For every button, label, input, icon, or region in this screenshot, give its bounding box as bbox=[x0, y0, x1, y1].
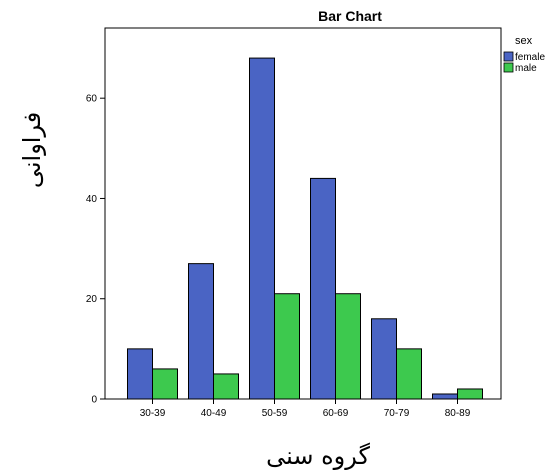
chart-title: Bar Chart bbox=[318, 8, 382, 24]
bar-male-60-69 bbox=[335, 293, 361, 400]
bar-female-80-89 bbox=[432, 393, 458, 400]
plot-area-frame bbox=[104, 27, 502, 400]
bar-female-70-79 bbox=[371, 318, 397, 400]
bar-female-40-49 bbox=[188, 263, 214, 400]
bar-male-50-59 bbox=[274, 293, 300, 400]
y-axis: 0 20 40 60 bbox=[86, 94, 105, 406]
legend-swatch-female bbox=[503, 51, 514, 62]
y-axis-label: فراوانی bbox=[18, 112, 46, 188]
x-tick-label: 30-39 bbox=[140, 408, 166, 419]
legend-title: sex bbox=[515, 35, 533, 47]
x-tick-label: 60-69 bbox=[323, 408, 349, 419]
legend-label-female: female bbox=[515, 52, 545, 63]
legend-swatch-male bbox=[503, 62, 514, 73]
x-tick-label: 40-49 bbox=[201, 408, 227, 419]
y-tick-label: 60 bbox=[86, 94, 98, 105]
x-axis: 30-39 40-49 50-59 60-69 70-79 80-89 bbox=[140, 399, 471, 419]
x-tick-label: 80-89 bbox=[445, 408, 471, 419]
x-tick-label: 70-79 bbox=[384, 408, 410, 419]
bar-female-50-59 bbox=[249, 57, 275, 400]
bar-series-group bbox=[127, 57, 483, 400]
y-tick-label: 0 bbox=[91, 395, 97, 406]
bar-female-60-69 bbox=[310, 177, 336, 400]
x-tick-label: 50-59 bbox=[262, 408, 288, 419]
bar-female-30-39 bbox=[127, 348, 153, 400]
bar-male-40-49 bbox=[213, 373, 239, 400]
y-tick-label: 40 bbox=[86, 194, 98, 205]
bar-male-70-79 bbox=[396, 348, 422, 400]
bar-male-80-89 bbox=[457, 388, 483, 400]
bar-male-30-39 bbox=[152, 368, 178, 400]
x-axis-label: گروه سنی bbox=[266, 442, 370, 470]
legend-label-male: male bbox=[515, 63, 537, 74]
y-tick-label: 20 bbox=[86, 294, 98, 305]
